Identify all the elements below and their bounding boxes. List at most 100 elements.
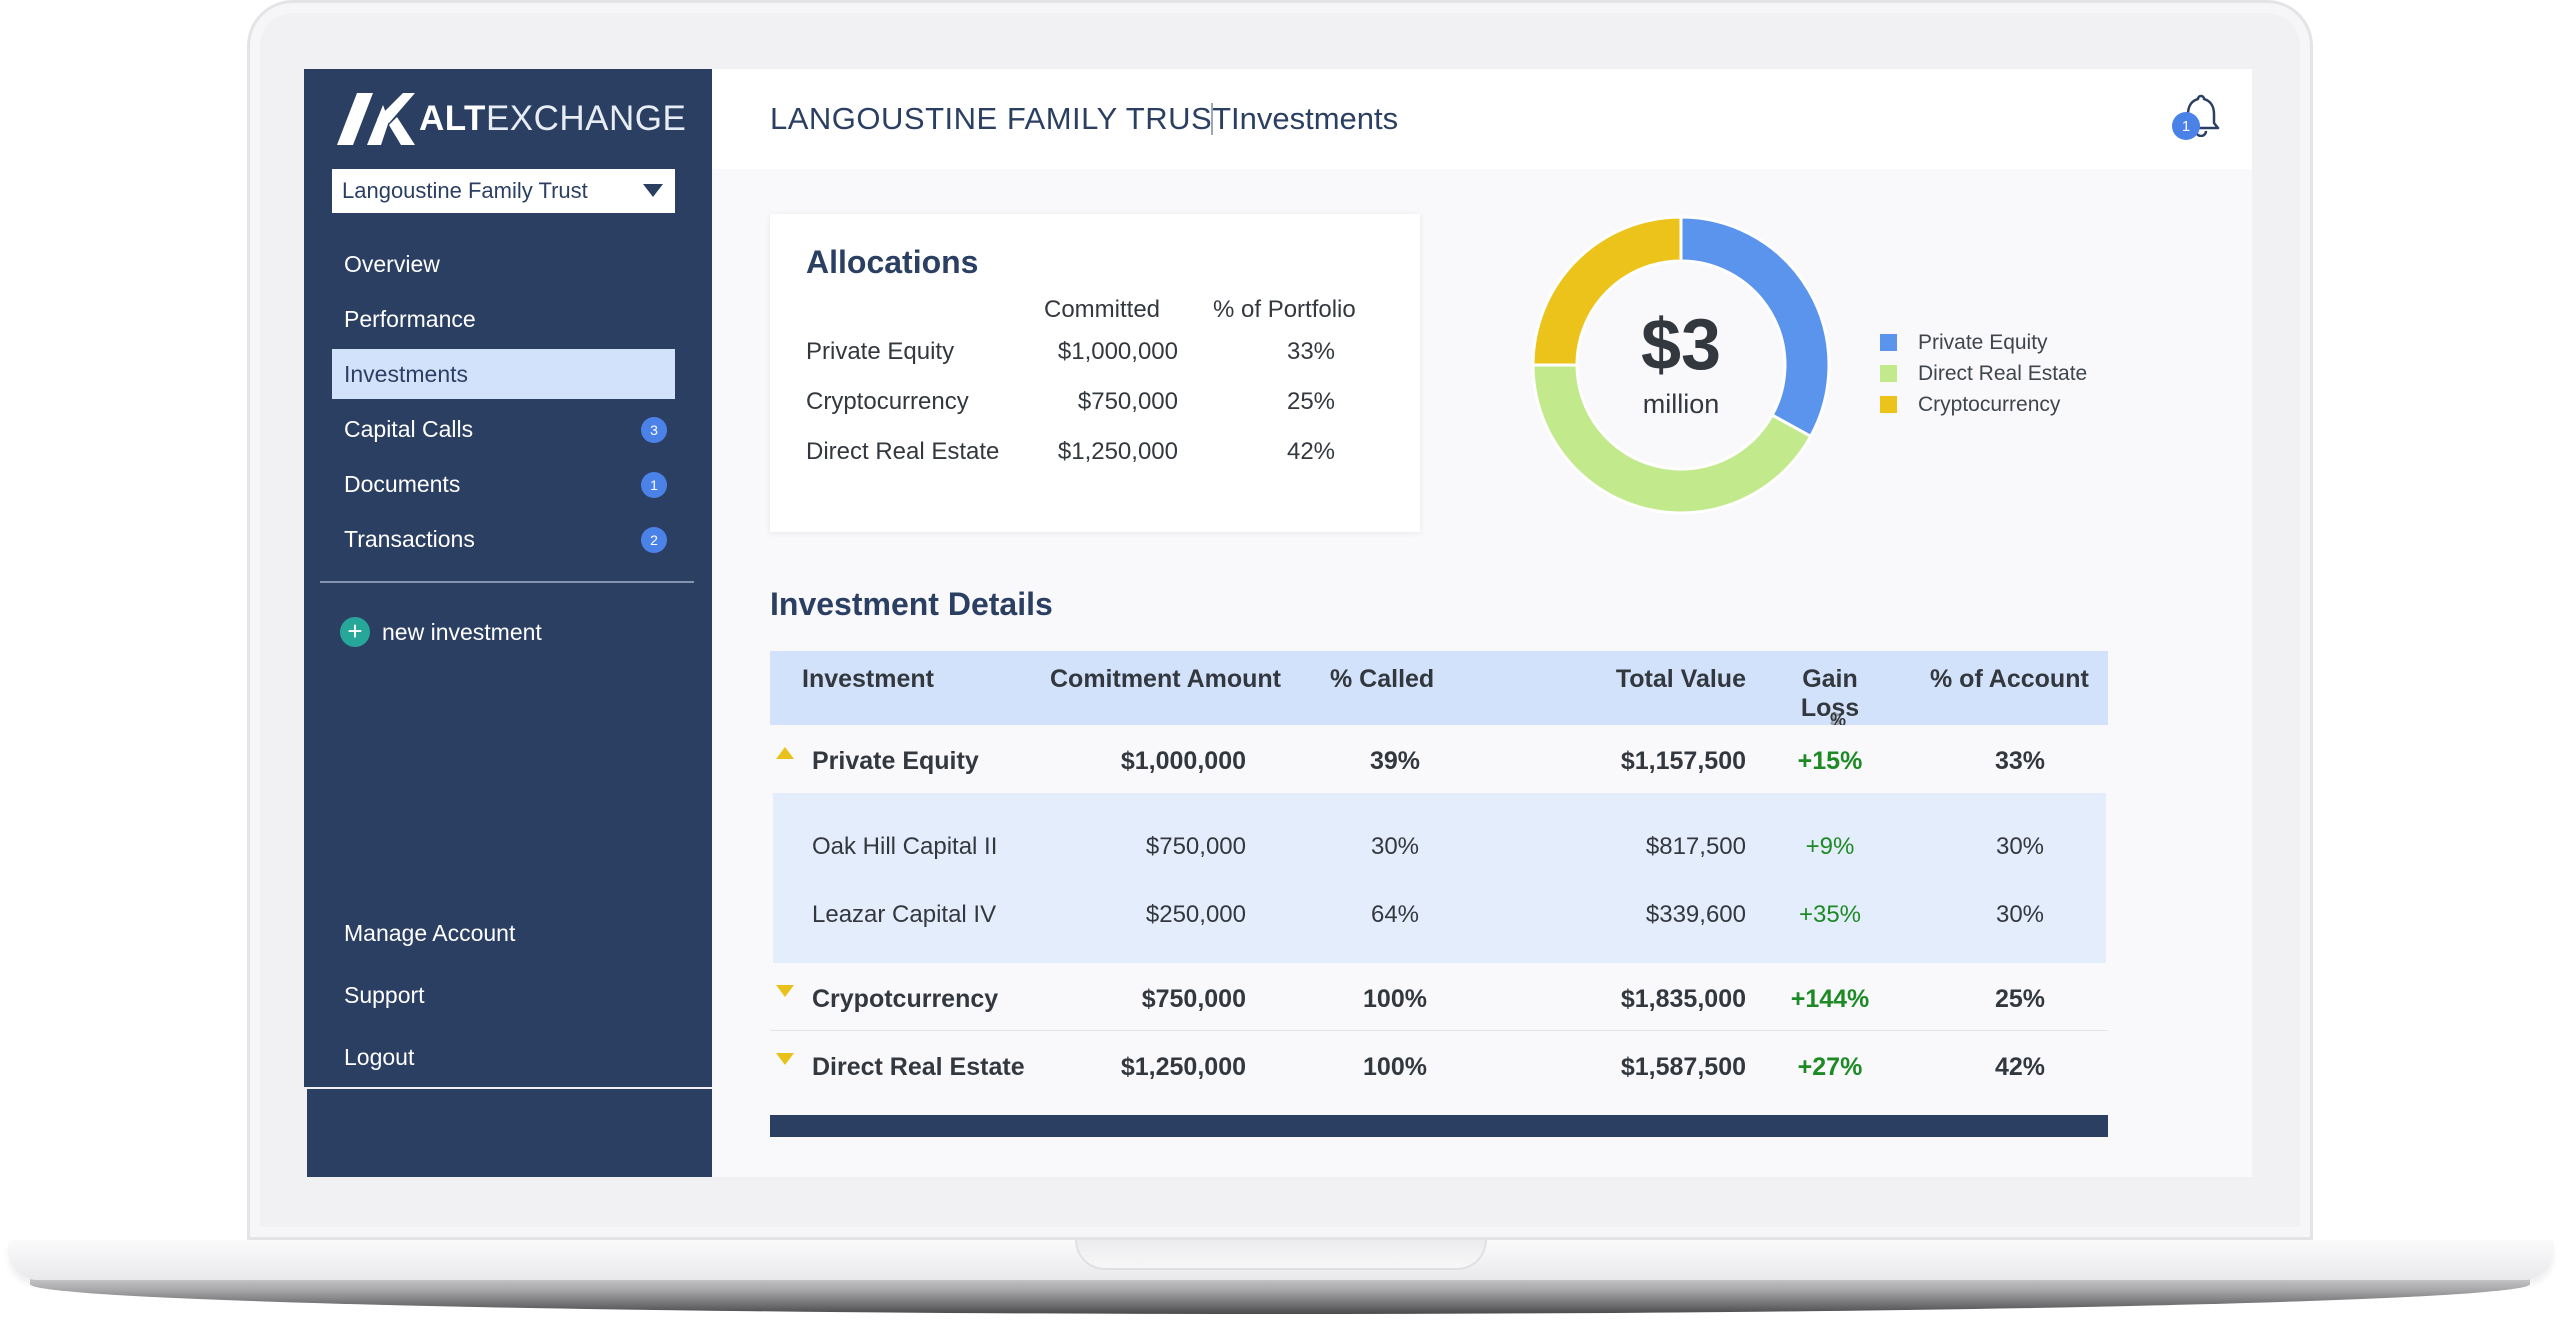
cell-total: $817,500 [1645,833,1746,860]
allocation-donut-chart [1531,215,1831,515]
column-header-account[interactable]: % of Account [1930,665,2089,693]
logo: ALTEXCHANGE [337,93,686,145]
legend-label: Cryptocurrency [1918,392,2061,416]
allocations-header-pct: % of Portfolio [1213,296,1356,323]
allocation-name: Cryptocurrency [806,388,969,415]
sidebar-item-support[interactable]: Support [332,967,675,1023]
altexchange-logo-icon [337,93,415,145]
cell-gain: +9% [1805,833,1855,860]
cell-total: $339,600 [1645,901,1746,928]
table-row[interactable]: Oak Hill Capital II $750,000 30% $817,50… [773,811,2106,879]
legend-swatch [1880,334,1897,351]
table-row-group[interactable]: Crypotcurrency $750,000 100% $1,835,000 … [770,963,2108,1031]
allocation-pct: 25% [1286,388,1336,415]
notification-badge: 1 [2172,112,2200,140]
new-investment-label: new investment [382,618,542,645]
investment-details-title: Investment Details [770,586,1053,622]
logo-text: ALTEXCHANGE [419,99,686,139]
allocation-committed: $1,250,000 [1057,438,1178,465]
cell-total: $1,157,500 [1620,747,1746,775]
table-row-group[interactable]: Private Equity $1,000,000 39% $1,157,500… [770,725,2108,793]
laptop-shadow [30,1278,2530,1314]
donut-center-unit: million [1642,389,1720,419]
table-header: Investment Comitment Amount % Called Tot… [770,651,2108,730]
expand-triangle-icon[interactable] [776,985,794,997]
cell-called: 30% [1370,833,1420,860]
expand-triangle-icon[interactable] [776,1053,794,1065]
allocations-row: Direct Real Estate $1,250,000 42% [770,438,1420,478]
sidebar-item-transactions[interactable]: Transactions 2 [332,514,675,564]
sidebar-item-performance[interactable]: Performance [332,294,675,344]
legend-swatch [1880,396,1897,413]
column-header-total[interactable]: Total Value [1615,665,1746,693]
column-header-investment[interactable]: Investment [802,665,934,693]
legend-item-private-equity: Private Equity [1880,327,2087,358]
sidebar-item-label: Transactions [344,525,475,552]
sidebar-item-investments[interactable]: Investments [332,349,675,399]
sidebar: ALTEXCHANGE Langoustine Family Trust Ove… [304,69,712,1177]
sidebar-item-label: Logout [344,1043,415,1070]
allocations-row: Private Equity $1,000,000 33% [770,338,1420,378]
legend-label: Direct Real Estate [1918,361,2088,385]
sidebar-item-label: Manage Account [344,919,516,946]
donut-legend: Private Equity Direct Real Estate Crypto… [1880,327,2087,420]
cell-total: $1,587,500 [1620,1053,1746,1081]
sidebar-bottom-nav: Manage Account Support Logout [332,905,675,1091]
sub-rows: Oak Hill Capital II $750,000 30% $817,50… [773,793,2106,963]
cell-investment: Private Equity [812,747,979,775]
sidebar-item-logout[interactable]: Logout [332,1029,675,1085]
sidebar-footer [304,1087,712,1177]
sidebar-nav: Overview Performance Investments Capital… [332,239,675,569]
column-header-gain[interactable]: Gain Loss [1800,665,1860,722]
allocation-pct: 33% [1286,338,1336,365]
cell-called: 100% [1363,1053,1427,1081]
cell-commitment: $1,250,000 [1120,1053,1246,1081]
logo-text-light: EXCHANGE [485,99,687,138]
gain-toggle-dollar[interactable]: $ [1830,710,1841,730]
column-header-commitment[interactable]: Comitment Amount [1050,665,1281,693]
logo-text-bold: ALT [419,99,486,138]
table-footer-row [770,1115,2108,1137]
allocations-card: Allocations Committed % of Portfolio Pri… [770,214,1420,532]
legend-item-direct-real-estate: Direct Real Estate [1880,358,2087,389]
cell-account: 33% [1994,747,2046,775]
allocations-header-committed: Committed [1044,296,1161,323]
account-select[interactable]: Langoustine Family Trust [332,169,675,213]
sidebar-item-label: Overview [344,250,440,277]
cell-called: 100% [1363,985,1427,1013]
sidebar-divider [320,581,694,583]
cell-gain: +144% [1790,985,1870,1013]
cell-account: 30% [1995,901,2045,928]
collapse-triangle-icon[interactable] [776,747,794,759]
gain-toggle-separator: | [1830,710,1836,730]
cell-account: 30% [1995,833,2045,860]
cell-account: 42% [1994,1053,2046,1081]
cell-account: 25% [1994,985,2046,1013]
new-investment-button[interactable]: + new investment [340,617,542,647]
cell-called: 64% [1370,901,1420,928]
table-row[interactable]: Leazar Capital IV $250,000 64% $339,600 … [773,879,2106,947]
header-separator [1211,103,1213,135]
sidebar-item-documents[interactable]: Documents 1 [332,459,675,509]
investment-details-table: Investment Comitment Amount % Called Tot… [770,651,2108,1099]
cell-commitment: $250,000 [1145,901,1246,928]
plus-icon: + [340,617,370,647]
sidebar-item-manage-account[interactable]: Manage Account [332,905,675,961]
sidebar-item-label: Performance [344,305,476,332]
donut-center-value: $3 [1640,305,1722,385]
legend-item-cryptocurrency: Cryptocurrency [1880,389,2087,420]
cell-investment: Direct Real Estate [812,1053,1025,1081]
laptop-notch [1075,1240,1487,1270]
allocations-title: Allocations [806,244,979,280]
sidebar-item-label: Documents [344,470,461,497]
count-badge: 1 [641,472,667,498]
sidebar-item-capital-calls[interactable]: Capital Calls 3 [332,404,675,454]
cell-called: 39% [1369,747,1421,775]
donut-slice-direct-real-estate [1531,363,1813,515]
column-header-called[interactable]: % Called [1330,665,1435,693]
table-row-group[interactable]: Direct Real Estate $1,250,000 100% $1,58… [770,1031,2108,1099]
allocation-name: Private Equity [806,338,955,365]
sidebar-item-overview[interactable]: Overview [332,239,675,289]
caret-down-icon [643,184,663,197]
cell-gain: +35% [1798,901,1862,928]
